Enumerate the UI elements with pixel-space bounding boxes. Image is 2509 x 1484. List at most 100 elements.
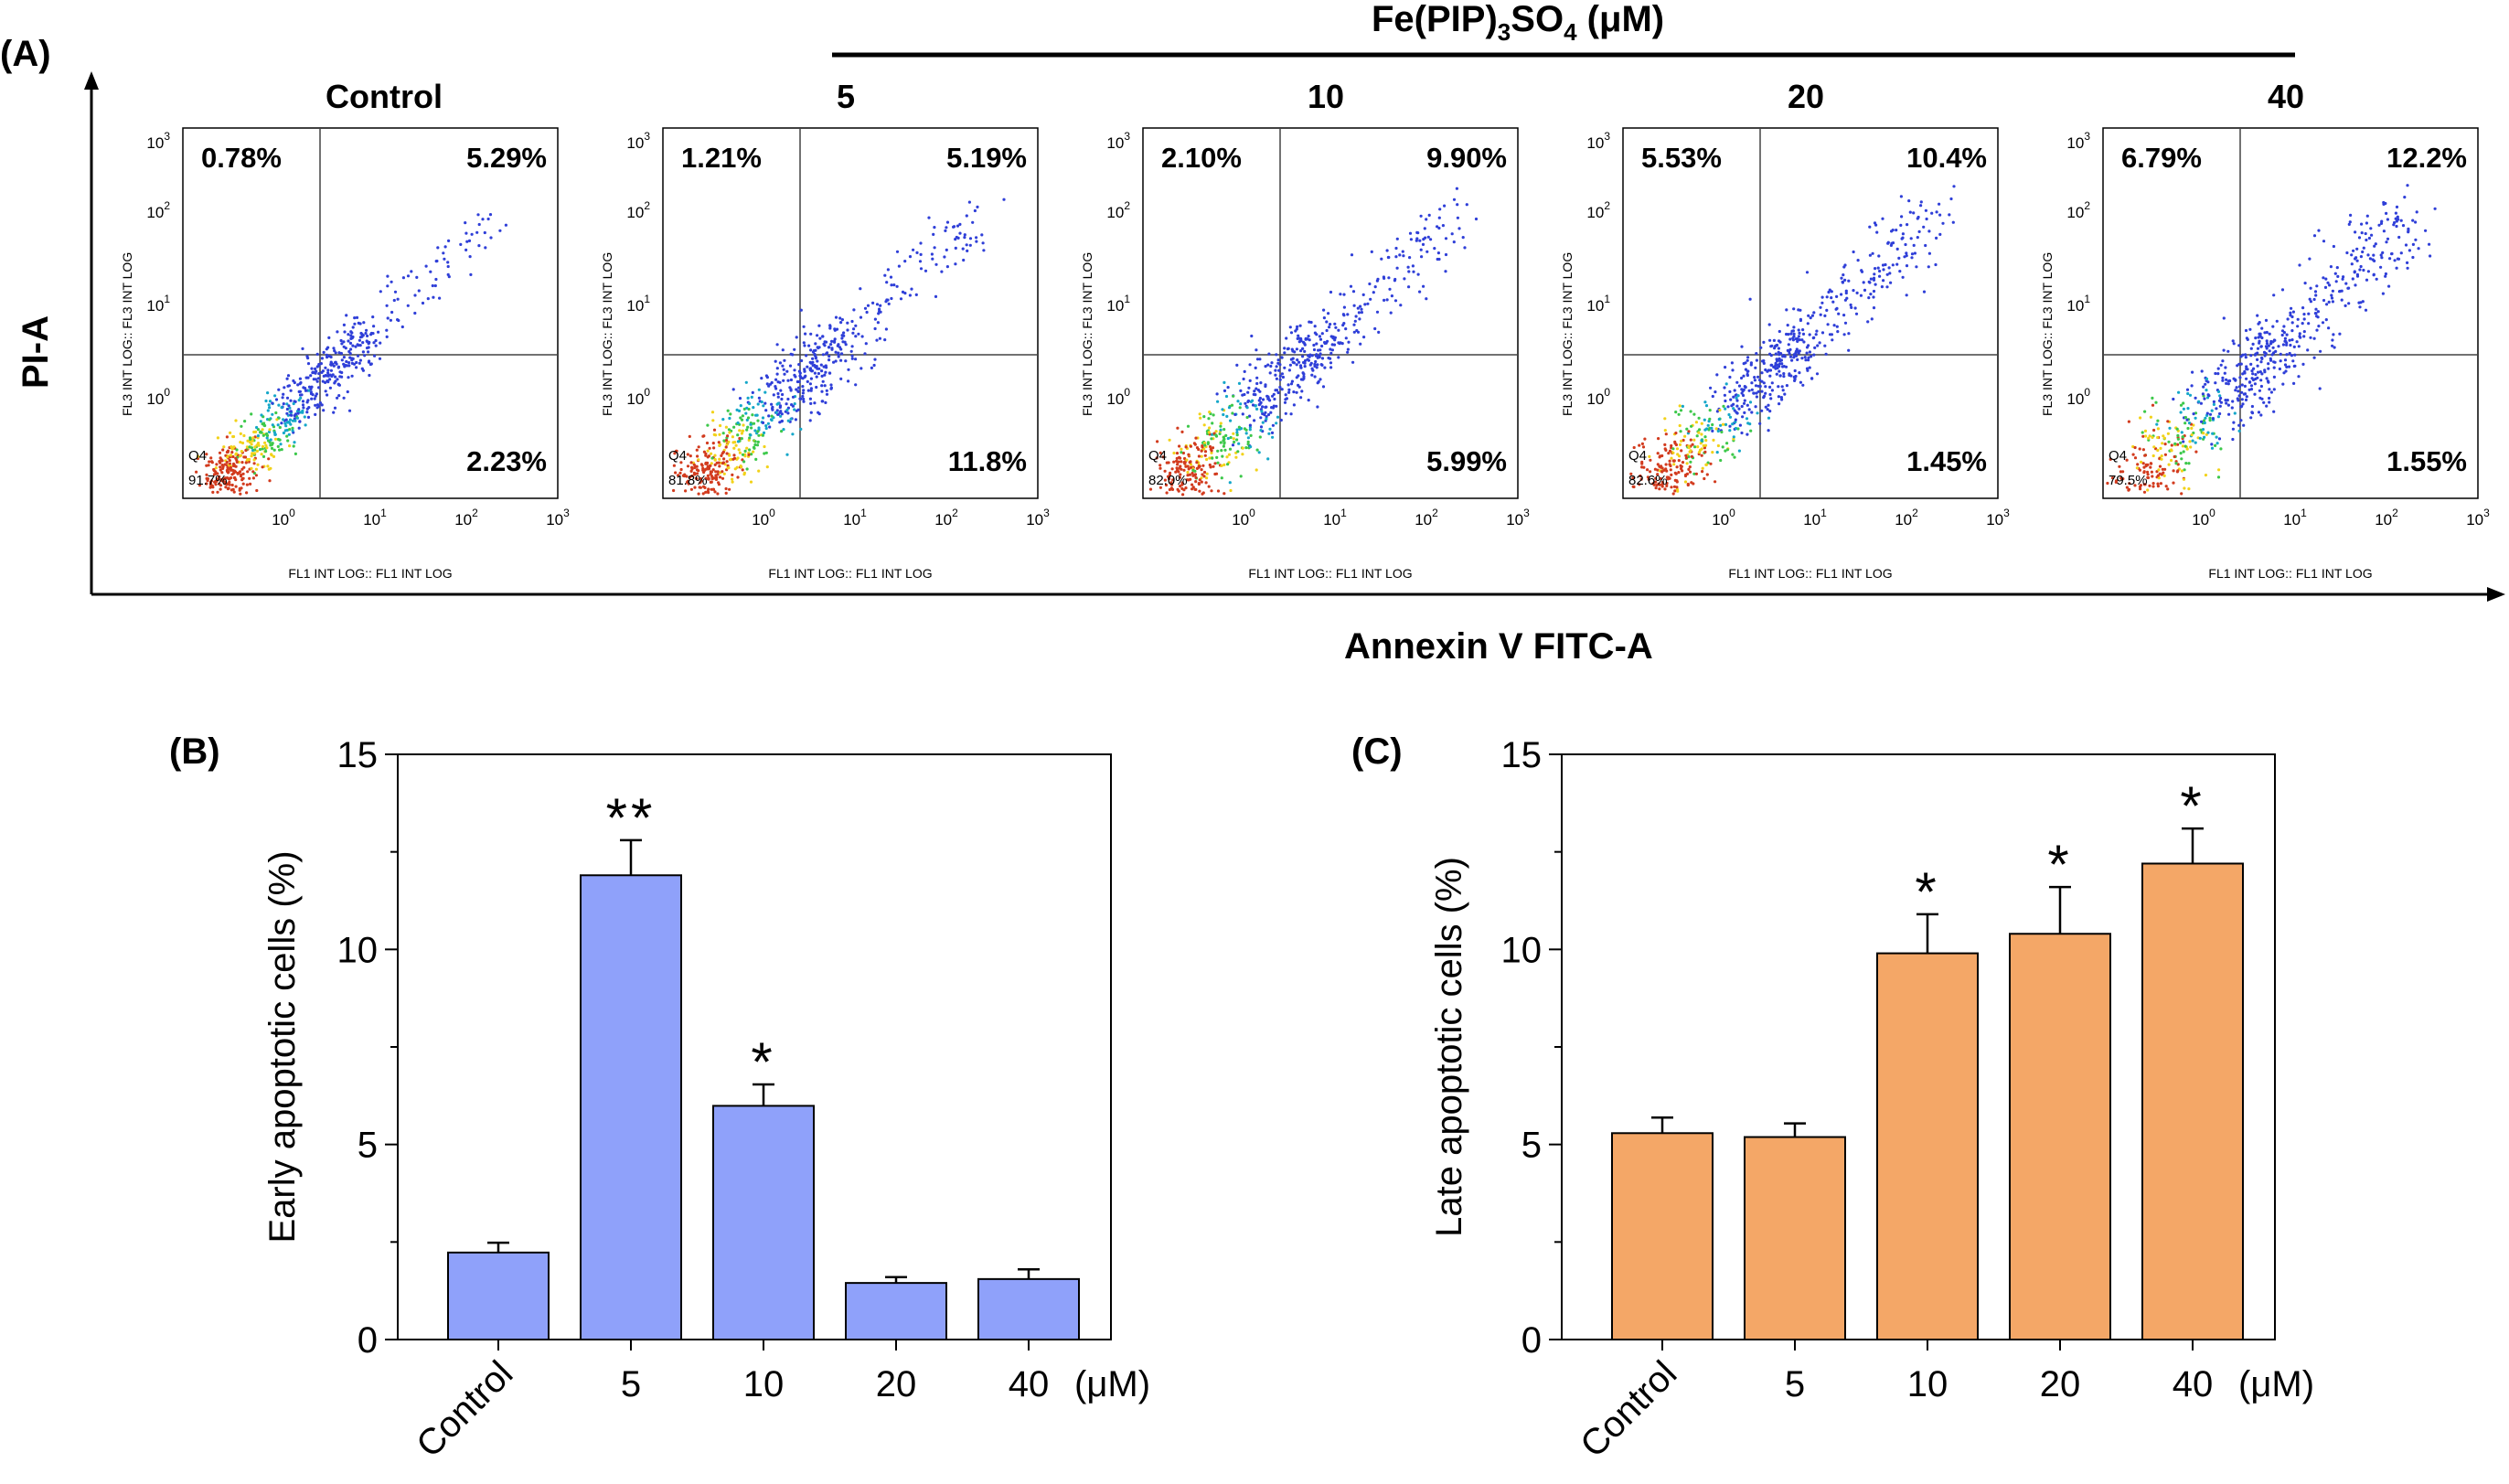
event-dot <box>1354 315 1358 318</box>
event-dot <box>1872 306 1876 310</box>
event-dot <box>268 400 272 403</box>
event-dot <box>1265 417 1268 421</box>
event-dot <box>2313 312 2317 315</box>
event-dot <box>1201 464 1205 467</box>
event-dot <box>2292 381 2296 385</box>
event-dot <box>209 456 213 460</box>
event-dot <box>1927 230 1931 233</box>
event-dot <box>899 297 903 301</box>
event-dot <box>814 342 817 346</box>
event-dot <box>1747 389 1751 392</box>
event-dot <box>2237 394 2241 398</box>
event-dot <box>1687 467 1691 471</box>
event-dot <box>1691 443 1694 446</box>
y-tick-label: 102 <box>1586 199 1610 221</box>
event-dot <box>1735 404 1739 408</box>
event-dot <box>2180 469 2183 473</box>
event-dot <box>1808 350 1811 354</box>
event-dot <box>1215 392 1219 396</box>
event-dot <box>1740 388 1744 391</box>
event-dot <box>1797 351 1800 355</box>
x-tick-label: 102 <box>2375 507 2398 528</box>
quadrant-lower-right-pct: 2.23% <box>466 445 547 477</box>
event-dot <box>2317 325 2321 328</box>
event-dot <box>2237 390 2240 393</box>
event-dot <box>260 413 263 417</box>
event-dot <box>2333 272 2337 275</box>
event-dot <box>1329 366 1333 369</box>
event-dot <box>1880 285 1884 289</box>
event-dot <box>1781 365 1785 368</box>
event-dot <box>2142 465 2146 469</box>
event-dot <box>1198 489 1201 493</box>
event-dot <box>2259 384 2263 389</box>
event-dot <box>1236 400 1240 403</box>
event-dot <box>1678 443 1682 446</box>
event-dot <box>710 452 713 455</box>
event-dot <box>1935 210 1938 214</box>
event-dot <box>1197 482 1201 486</box>
q4-label: Q4 <box>188 448 207 464</box>
event-dot <box>1287 390 1291 394</box>
event-dot <box>269 443 272 447</box>
y-tick-label: 100 <box>146 386 170 408</box>
event-dot <box>933 226 936 230</box>
event-dot <box>1275 404 1278 408</box>
event-dot <box>786 411 790 415</box>
event-dot <box>334 360 337 365</box>
event-dot <box>2148 434 2151 438</box>
y-tick-label: 100 <box>626 386 650 408</box>
event-dot <box>717 441 721 444</box>
event-dot <box>1835 294 1839 298</box>
event-dot <box>2146 473 2150 476</box>
event-dot <box>1755 358 1758 362</box>
event-dot <box>2204 416 2207 420</box>
event-dot <box>306 357 310 360</box>
event-dot <box>976 205 979 208</box>
event-dot <box>1179 485 1182 488</box>
event-dot <box>317 386 321 390</box>
event-dot <box>294 412 298 416</box>
event-dot <box>1193 487 1197 491</box>
event-dot <box>1746 403 1749 407</box>
event-dot <box>288 418 293 422</box>
event-dot <box>2262 400 2266 404</box>
event-dot <box>220 464 224 467</box>
event-dot <box>2365 238 2368 242</box>
event-dot <box>2118 464 2121 468</box>
event-dot <box>753 446 756 450</box>
event-dot <box>697 492 700 496</box>
event-dot <box>349 347 353 351</box>
event-dot <box>1269 411 1273 414</box>
event-dot <box>2254 377 2258 381</box>
event-dot <box>2109 457 2112 461</box>
event-dot <box>2365 278 2369 282</box>
event-dot <box>1261 405 1265 409</box>
event-dot <box>245 483 249 486</box>
event-dot <box>1671 447 1675 451</box>
event-dot <box>1762 394 1767 398</box>
x-tick-label: 40 <box>2173 1364 2214 1404</box>
event-dot <box>426 297 430 301</box>
event-dot <box>421 301 425 305</box>
event-dot <box>1234 455 1238 459</box>
event-dot <box>2199 401 2203 405</box>
event-dot <box>706 474 710 478</box>
y-tick-label: 103 <box>2066 130 2090 152</box>
bar-control <box>1611 1132 1714 1340</box>
event-dot <box>1318 356 1321 359</box>
event-dot <box>332 347 336 350</box>
quadrant-lower-right-pct: 1.55% <box>2386 445 2467 477</box>
event-dot <box>718 464 721 468</box>
event-dot <box>255 488 259 493</box>
event-dot <box>2282 325 2286 328</box>
event-dot <box>1740 404 1744 409</box>
event-dot <box>1679 466 1683 471</box>
event-dot <box>2125 458 2129 462</box>
event-dot <box>2249 347 2253 350</box>
event-dot <box>396 318 400 322</box>
event-dot <box>1342 305 1346 309</box>
quadrant-upper-left-pct: 2.10% <box>1161 142 1242 174</box>
panel-a-x-axis-label: Annexin V FITC-A <box>1344 626 1653 667</box>
